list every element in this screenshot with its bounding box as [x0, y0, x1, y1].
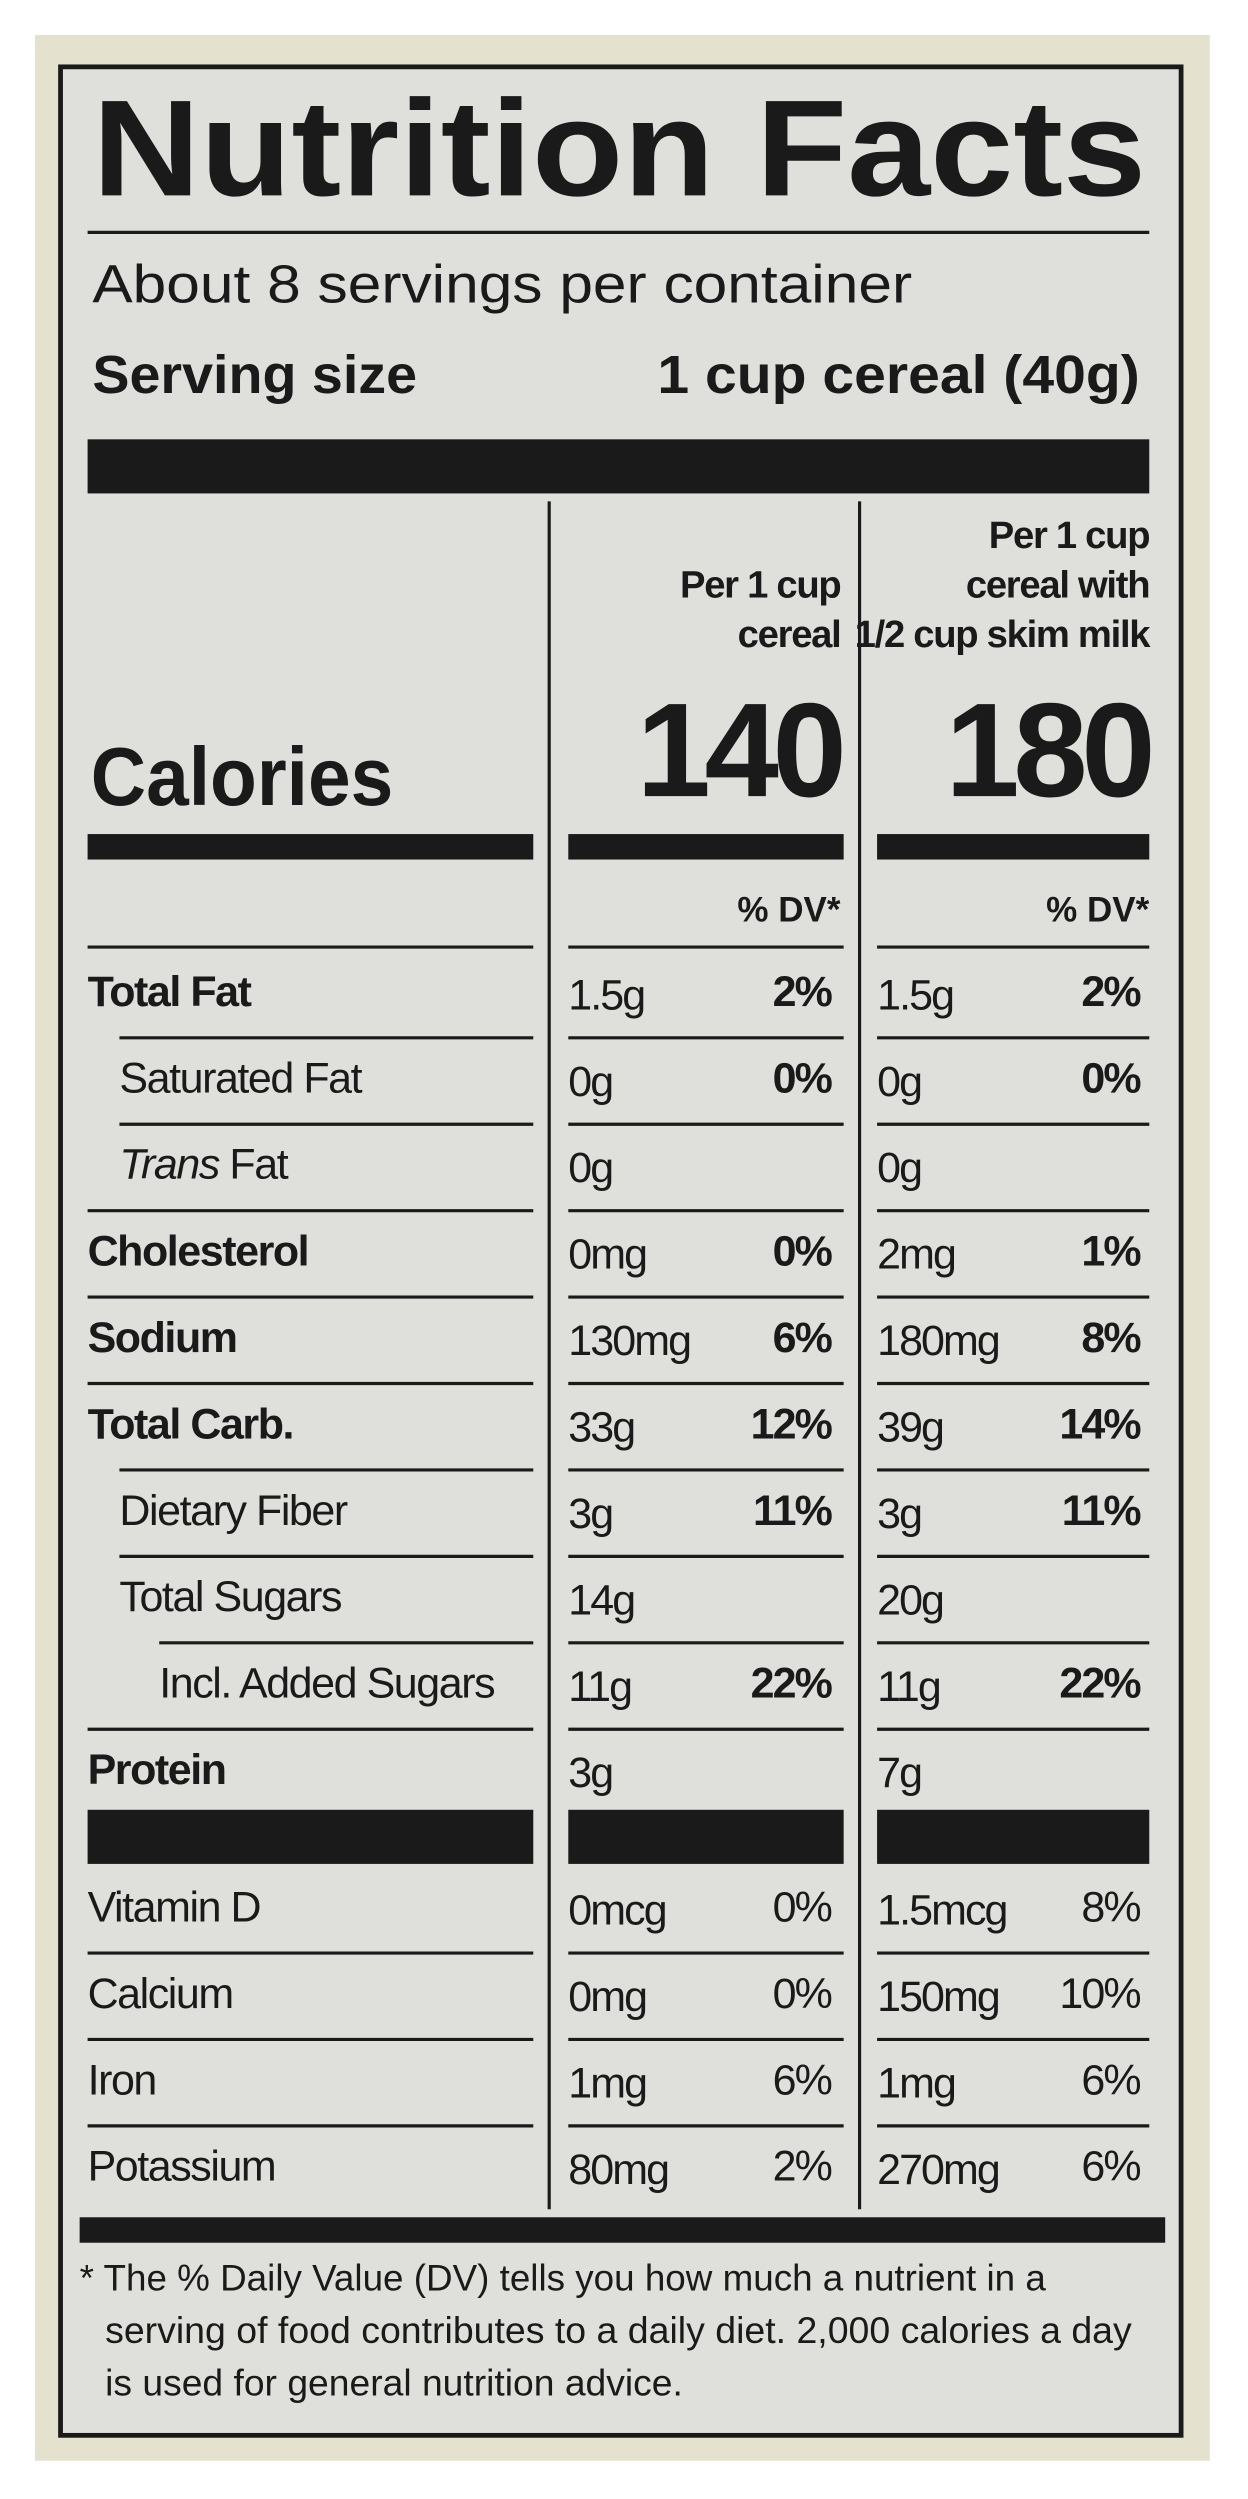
daily-value: 6%: [773, 2056, 832, 2104]
column-heading: Per 1 cup: [989, 514, 1149, 557]
amount: 1.5g: [568, 971, 644, 1019]
amount: 0g: [568, 1058, 612, 1106]
nutrient-name: Incl. Added Sugars: [159, 1660, 494, 1708]
amount: 33g: [568, 1404, 634, 1452]
daily-value: 8%: [1081, 1883, 1140, 1931]
thick-bar: [877, 1809, 1150, 1864]
daily-value: 0%: [1081, 1055, 1141, 1103]
daily-value: 0%: [773, 1227, 833, 1275]
amount: 0mg: [568, 1231, 646, 1279]
calories-value: 180: [945, 676, 1150, 825]
nutrient-name-space: [219, 1141, 230, 1189]
nutrient-name: Cholesterol: [88, 1227, 309, 1275]
daily-value: 0%: [773, 1970, 832, 2018]
daily-value: 2%: [773, 968, 833, 1016]
column-heading: cereal: [738, 613, 841, 656]
amount: 14g: [568, 1576, 634, 1624]
thick-bar: [79, 2217, 1166, 2243]
amount: 0g: [877, 1144, 921, 1192]
nutrient-name: Dietary Fiber: [119, 1487, 347, 1535]
daily-value: 2%: [773, 2143, 832, 2191]
footnote: serving of food contributes to a daily d…: [105, 2310, 1132, 2351]
daily-value: 22%: [751, 1660, 833, 1708]
nutrient-name: Iron: [88, 2056, 156, 2104]
amount: 180mg: [877, 1317, 999, 1365]
amount: 20g: [877, 1576, 943, 1624]
nutrient-name: Total Sugars: [119, 1573, 341, 1621]
column-heading: Per 1 cup: [680, 563, 840, 606]
footnote: * The % Daily Value (DV) tells you how m…: [80, 2258, 1047, 2299]
thick-bar: [87, 439, 1150, 494]
amount: 270mg: [877, 2146, 999, 2194]
dv-header: % DV*: [737, 890, 840, 929]
nutrient-name: Sodium: [88, 1314, 237, 1362]
thick-bar: [568, 1809, 844, 1864]
daily-value: 6%: [1081, 2143, 1140, 2191]
amount: 1.5mcg: [877, 1887, 1006, 1935]
amount: 80mg: [568, 2146, 668, 2194]
dv-header: % DV*: [1046, 890, 1149, 929]
amount: 11g: [568, 1663, 631, 1711]
amount: 3g: [877, 1490, 921, 1538]
serving-size: 1 cup cereal (40g): [657, 345, 1139, 405]
amount: 1mg: [877, 2059, 955, 2107]
serving-size-label: Serving size: [92, 345, 417, 405]
column-heading: 1/2 cup skim milk: [855, 613, 1152, 656]
daily-value: 0%: [773, 1055, 833, 1103]
amount: 11g: [877, 1663, 940, 1711]
calories-value: 140: [637, 676, 842, 825]
nutrient-name: Trans Fat: [119, 1141, 288, 1189]
nutrient-name: Saturated Fat: [119, 1055, 362, 1103]
column-heading: cereal with: [966, 563, 1149, 606]
thick-bar: [87, 834, 534, 860]
nutrient-name: Vitamin D: [88, 1883, 261, 1931]
daily-value: 6%: [773, 1314, 833, 1362]
amount: 1.5g: [877, 971, 953, 1019]
daily-value: 11%: [753, 1487, 833, 1535]
daily-value: 1%: [1081, 1227, 1141, 1275]
daily-value: 14%: [1059, 1400, 1141, 1448]
daily-value: 0%: [773, 1883, 832, 1931]
nutrient-name: Total Fat: [88, 968, 252, 1016]
thick-bar: [87, 1809, 534, 1864]
amount: 7g: [877, 1749, 921, 1797]
amount: 0mcg: [568, 1887, 665, 1935]
nutrient-name: Protein: [88, 1746, 226, 1794]
daily-value: 22%: [1059, 1660, 1141, 1708]
daily-value: 2%: [1081, 968, 1141, 1016]
thick-bar: [877, 834, 1150, 860]
nutrient-name-italic: Trans: [119, 1141, 219, 1189]
nutrient-name: Total Carb.: [88, 1400, 293, 1448]
nutrient-name-rest: Fat: [229, 1141, 288, 1189]
amount: 150mg: [877, 1973, 999, 2021]
footnote: is used for general nutrition advice.: [105, 2363, 683, 2404]
amount: 0mg: [568, 1973, 646, 2021]
daily-value: 8%: [1081, 1314, 1141, 1362]
daily-value: 12%: [751, 1400, 833, 1448]
amount: 130mg: [568, 1317, 690, 1365]
calories-label: Calories: [91, 730, 393, 823]
amount: 1mg: [568, 2059, 646, 2107]
title: Nutrition Facts: [92, 72, 1146, 225]
daily-value: 10%: [1059, 1970, 1140, 2018]
amount: 3g: [568, 1749, 612, 1797]
amount: 0g: [877, 1058, 921, 1106]
amount: 39g: [877, 1404, 943, 1452]
thick-bar: [568, 834, 844, 860]
servings: About 8 servings per container: [92, 254, 912, 314]
amount: 3g: [568, 1490, 612, 1538]
amount: 2mg: [877, 1231, 955, 1279]
nutrient-name: Potassium: [88, 2143, 276, 2191]
nutrient-name: Calcium: [88, 1970, 233, 2018]
daily-value: 6%: [1081, 2056, 1140, 2104]
daily-value: 11%: [1062, 1487, 1142, 1535]
amount: 0g: [568, 1144, 612, 1192]
